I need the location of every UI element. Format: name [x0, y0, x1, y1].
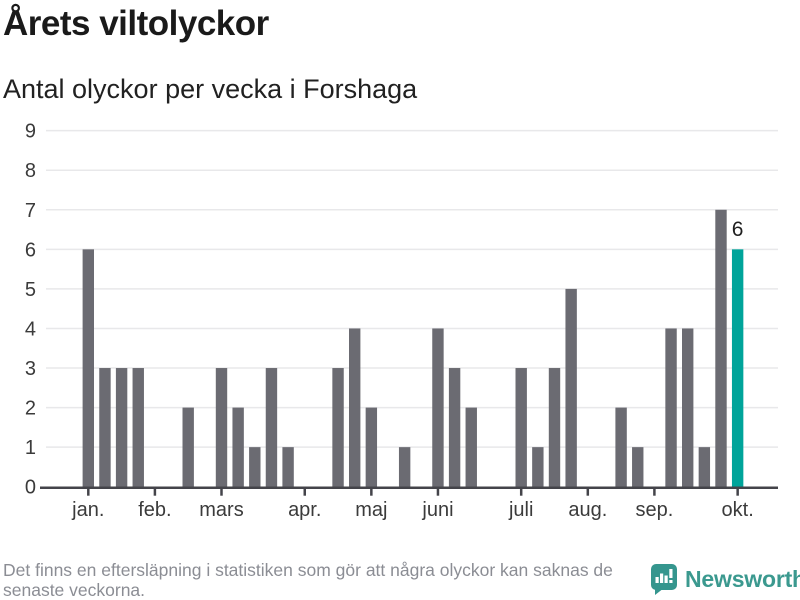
y-axis-label-5: 5 [25, 279, 36, 301]
x-axis-label-maj: maj [355, 499, 387, 521]
x-axis-label-mars: mars [199, 499, 243, 521]
x-axis-label-feb: feb. [138, 499, 171, 521]
y-axis-label-9: 9 [25, 121, 36, 143]
y-axis-label-3: 3 [25, 358, 36, 380]
bar-week-29 [548, 368, 561, 487]
newsworthy-bubble-chart-icon [651, 564, 677, 595]
bar-week-12 [265, 368, 278, 487]
bar-week-7 [182, 407, 194, 487]
chart-subtitle: Antal olyckor per vecka i Forshaga [3, 74, 418, 104]
y-axis-label-2: 2 [25, 398, 36, 420]
bar-week-36 [665, 328, 677, 487]
bar-week-9 [215, 368, 228, 487]
bar-week-1 [82, 249, 94, 487]
y-axis-label-6: 6 [25, 239, 36, 261]
x-axis-label-okt: okt. [722, 499, 754, 521]
y-axis-label-7: 7 [25, 200, 36, 222]
x-axis-label-jan: jan. [71, 499, 104, 521]
y-axis-label-1: 1 [25, 437, 36, 459]
bar-week-27 [515, 368, 527, 487]
x-axis-label-apr: apr. [288, 499, 321, 521]
bar-week-33 [615, 407, 627, 487]
newsworthy-wordmark: Newsworthy [685, 565, 800, 592]
bar-week-28 [532, 447, 544, 487]
bar-week-18 [365, 407, 378, 487]
bar-week-3 [115, 368, 128, 487]
bar-week-39 [715, 209, 727, 487]
y-axis-label-0: 0 [25, 477, 36, 499]
bar-week-38 [698, 447, 711, 487]
bar-week-22 [432, 328, 444, 487]
bar-week-23 [448, 368, 461, 487]
footer-disclaimer: Det finns en eftersläpning i statistiken… [3, 560, 613, 600]
x-axis-label-juli: juli [508, 499, 533, 521]
y-axis-label-8: 8 [25, 160, 36, 182]
newsworthy-logo: Newsworthy [650, 562, 800, 596]
bar-chart: 0 1 2 3 4 5 6 7 8 9 jan. feb. mars apr. maj juni juli aug… [25, 121, 778, 521]
bar-week-17 [349, 328, 361, 487]
y-axis-label-4: 4 [25, 318, 36, 340]
bar-week-24 [465, 407, 477, 487]
bar-week-34 [632, 447, 644, 487]
x-axis-label-sep: sep. [635, 499, 673, 521]
bar-week-13 [282, 447, 294, 487]
bar-week-2 [99, 368, 111, 487]
bar-week-16 [332, 368, 344, 487]
bar-week-4 [132, 368, 144, 487]
x-axis-label-juni: juni [421, 499, 453, 521]
bar-week-20 [398, 447, 411, 487]
chart-title: Årets viltolyckor [3, 4, 269, 43]
bar-week-37 [682, 328, 694, 487]
bar-week-40-highlight [731, 249, 744, 487]
highlight-value-label: 6 [732, 218, 744, 241]
bar-week-11 [249, 447, 261, 487]
bar-week-10 [232, 407, 244, 487]
bar-week-30 [565, 288, 577, 487]
x-axis-label-aug: aug. [568, 499, 607, 521]
